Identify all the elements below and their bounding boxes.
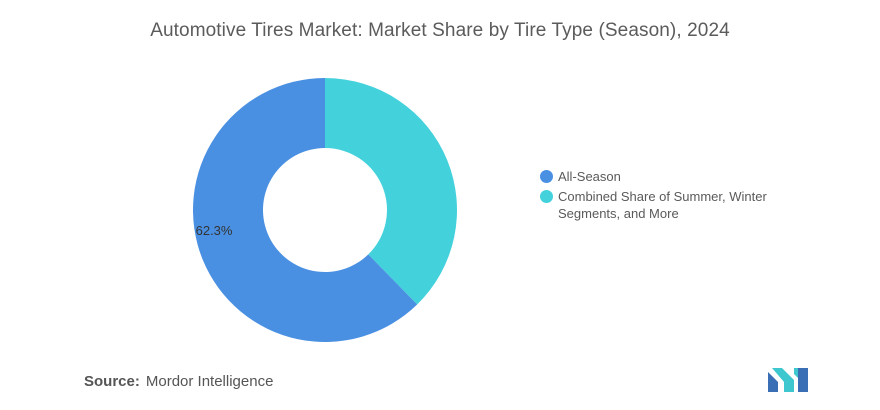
mordor-intelligence-logo-icon xyxy=(768,368,808,392)
chart-title: Automotive Tires Market: Market Share by… xyxy=(150,20,730,41)
source-text: Mordor Intelligence xyxy=(145,373,274,390)
logo-shape-left xyxy=(768,372,778,392)
legend-swatch-all-season xyxy=(540,170,553,183)
chart-legend: All-Season Combined Share of Summer, Win… xyxy=(540,168,810,225)
donut-slice-combined-share xyxy=(325,78,457,305)
legend-label-all-season: All-Season xyxy=(558,169,621,184)
legend-item-combined-share: Combined Share of Summer, Winter Segment… xyxy=(540,188,810,222)
source-label: Source: xyxy=(84,373,140,390)
logo-shape-accent xyxy=(794,368,798,378)
source-note: Source: Mordor Intelligence xyxy=(84,373,273,390)
donut-slice-all-season xyxy=(193,78,418,342)
legend-item-all-season: All-Season xyxy=(540,168,810,185)
donut-chart: 62.3% xyxy=(193,78,457,342)
logo-shape-right xyxy=(798,368,808,392)
legend-label-combined-share: Combined Share of Summer, Winter Segment… xyxy=(558,189,767,221)
logo-shape-mid xyxy=(772,368,794,392)
legend-swatch-combined-share xyxy=(540,190,553,203)
slice-label-all-season: 62.3% xyxy=(196,223,233,238)
